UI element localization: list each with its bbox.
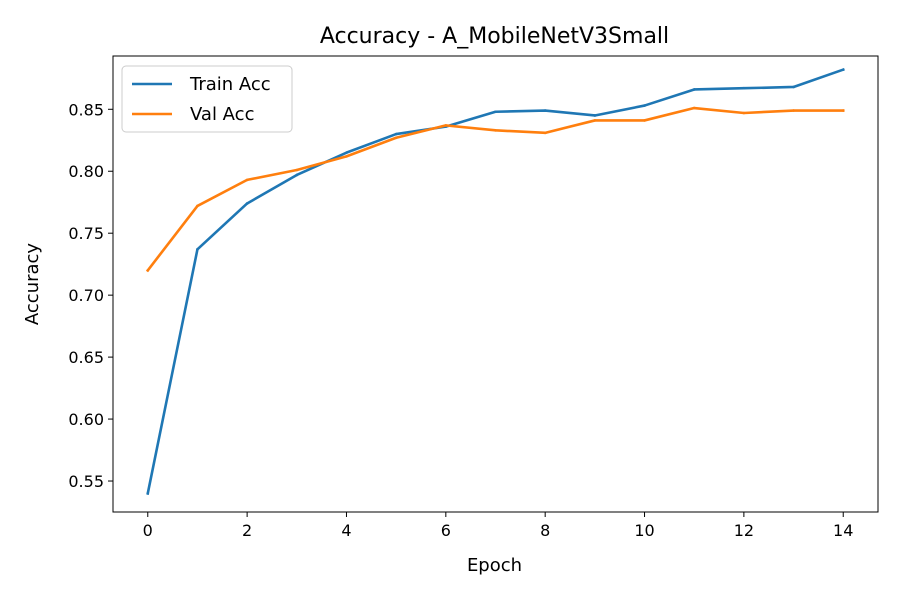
y-tick-label: 0.60 xyxy=(68,410,104,429)
y-axis-label: Accuracy xyxy=(22,243,43,326)
data-point-val-acc xyxy=(841,109,845,112)
y-tick-label: 0.70 xyxy=(68,286,104,305)
x-tick-label: 2 xyxy=(242,521,252,540)
data-point-train-acc xyxy=(792,85,795,89)
y-tick-label: 0.55 xyxy=(68,472,104,491)
y-axis-ticks: 0.55 0.60 0.65 0.70 0.75 0.80 0.85 xyxy=(68,100,113,491)
plot-area xyxy=(112,55,879,513)
data-point-train-acc xyxy=(692,88,696,91)
data-point-train-acc xyxy=(543,109,547,112)
data-point-train-acc xyxy=(742,86,746,90)
data-point-train-acc xyxy=(196,248,199,251)
data-point-train-acc xyxy=(643,104,646,107)
x-tick-label: 0 xyxy=(143,521,153,540)
chart-title: Accuracy - A_MobileNetV3Small xyxy=(320,24,669,49)
data-point-val-acc xyxy=(593,119,597,122)
data-point-val-acc xyxy=(345,155,348,158)
data-point-val-acc xyxy=(494,129,497,132)
data-point-train-acc xyxy=(345,151,348,154)
x-axis-ticks: 0 2 4 6 8 10 12 14 xyxy=(143,512,853,540)
legend-label-train-acc: Train Acc xyxy=(189,74,271,95)
data-point-train-acc xyxy=(245,202,249,205)
data-point-train-acc xyxy=(593,114,597,117)
data-point-val-acc xyxy=(295,168,299,172)
data-point-val-acc xyxy=(792,109,795,112)
data-point-train-acc xyxy=(295,173,299,177)
series-lines xyxy=(145,67,845,495)
legend-frame xyxy=(121,65,293,133)
series-line-train-acc xyxy=(146,67,845,495)
x-axis-label: Epoch xyxy=(467,555,522,576)
data-point-train-acc xyxy=(494,110,497,114)
data-point-val-acc xyxy=(543,131,547,135)
x-tick-label: 6 xyxy=(441,521,451,540)
y-tick-label: 0.85 xyxy=(68,100,104,119)
data-point-val-acc xyxy=(692,106,696,110)
data-point-train-acc xyxy=(394,132,398,136)
data-point-val-acc xyxy=(643,119,646,122)
data-point-val-acc xyxy=(742,111,746,115)
data-point-train-acc xyxy=(146,492,150,495)
x-tick-label: 12 xyxy=(734,521,754,540)
data-point-val-acc xyxy=(196,204,199,208)
x-tick-label: 10 xyxy=(634,521,654,540)
data-point-val-acc xyxy=(245,178,249,182)
data-point-val-acc xyxy=(146,269,150,272)
legend: Train Acc Val Acc xyxy=(121,65,293,133)
data-point-val-acc xyxy=(444,124,448,127)
data-point-train-acc xyxy=(841,68,845,71)
legend-label-val-acc: Val Acc xyxy=(190,104,254,125)
y-tick-label: 0.80 xyxy=(68,162,104,181)
x-tick-label: 14 xyxy=(833,521,853,540)
x-tick-label: 4 xyxy=(341,521,351,540)
y-tick-label: 0.65 xyxy=(68,348,104,367)
data-point-val-acc xyxy=(394,136,398,140)
y-tick-label: 0.75 xyxy=(68,224,104,243)
x-tick-label: 8 xyxy=(540,521,550,540)
